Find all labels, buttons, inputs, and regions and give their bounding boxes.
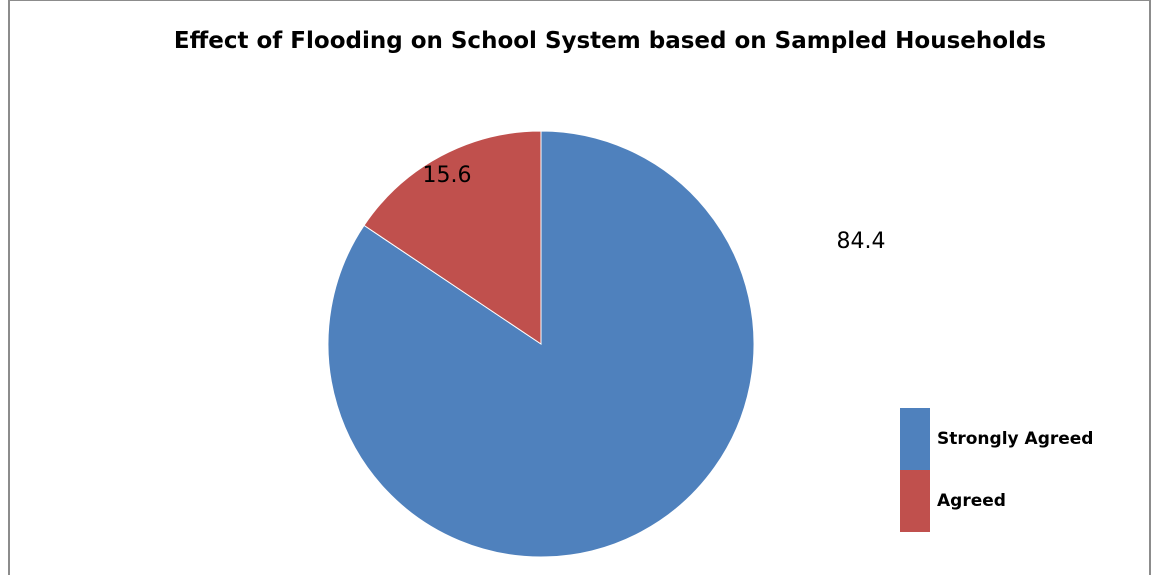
data-label-strongly-agreed: 84.4	[837, 229, 886, 254]
data-label-agreed: 15.6	[423, 163, 472, 188]
chart-frame	[8, 0, 1151, 575]
chart-legend: Strongly Agreed Agreed	[900, 408, 1140, 570]
legend-label-strongly-agreed: Strongly Agreed	[937, 429, 1094, 449]
pie-slice-agreed	[363, 130, 542, 345]
legend-item-strongly-agreed: Strongly Agreed	[900, 408, 1140, 470]
legend-item-agreed: Agreed	[900, 470, 1140, 532]
legend-swatch-agreed	[900, 470, 930, 532]
legend-swatch-strongly-agreed	[900, 408, 930, 470]
chart-title: Effect of Flooding on School System base…	[173, 28, 1047, 54]
legend-label-agreed: Agreed	[937, 491, 1006, 511]
